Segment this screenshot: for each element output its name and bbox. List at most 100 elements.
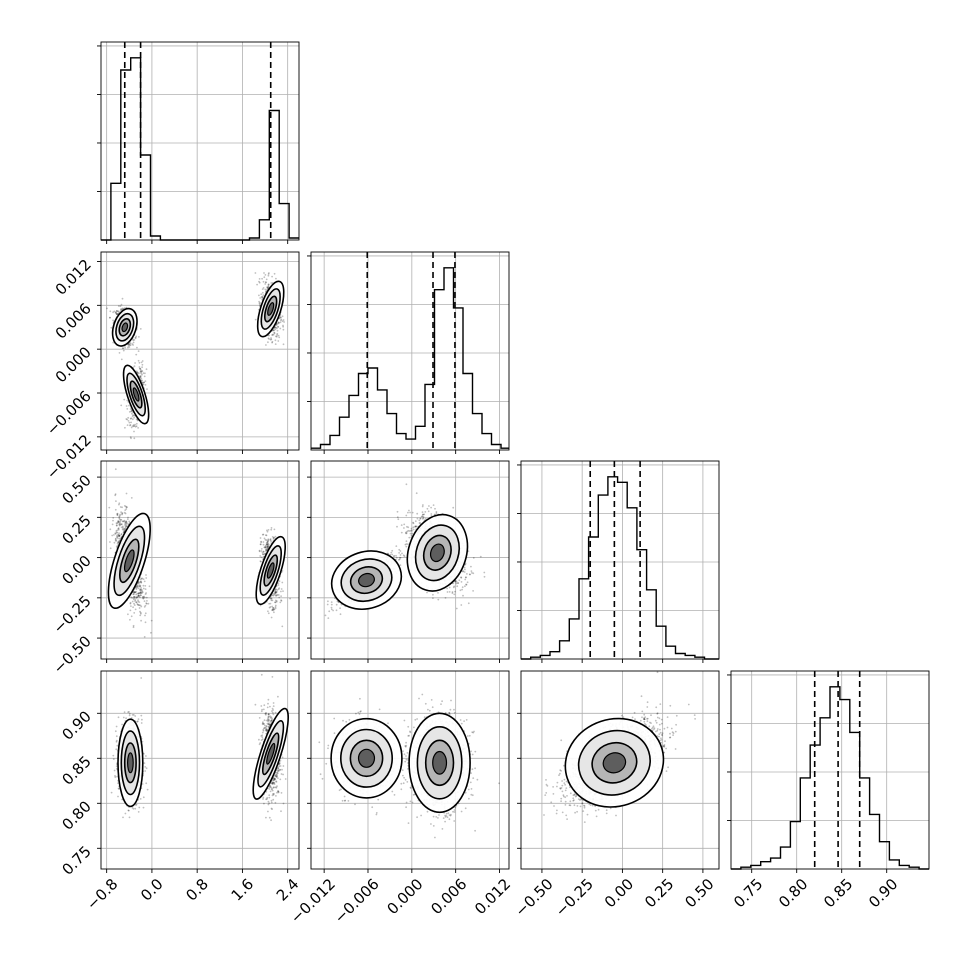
sample-point: [139, 591, 142, 594]
sample-point: [133, 414, 135, 417]
sample-point: [448, 591, 451, 593]
sample-point: [278, 317, 281, 320]
sample-point: [262, 543, 265, 546]
contour-level: [358, 572, 375, 588]
sample-point: [281, 581, 284, 584]
sample-point: [137, 584, 139, 587]
sample-point: [274, 589, 277, 592]
sample-point: [114, 508, 117, 511]
sample-point: [137, 600, 140, 603]
sample-point: [133, 612, 136, 614]
sample-point: [139, 604, 142, 607]
sample-point: [266, 286, 268, 289]
sample-point: [446, 587, 448, 590]
sample-point: [125, 418, 128, 420]
sample-point: [130, 497, 133, 499]
sample-point: [330, 603, 333, 606]
sample-point: [276, 322, 279, 325]
sample-point: [127, 345, 130, 347]
sample-point: [273, 332, 276, 335]
sample-point: [281, 315, 284, 318]
sample-point: [452, 506, 455, 509]
sample-point: [116, 514, 119, 516]
sample-point: [115, 539, 118, 542]
sample-point: [269, 538, 272, 540]
sample-point: [141, 363, 144, 366]
sample-point: [114, 533, 117, 535]
sample-point: [128, 343, 131, 346]
sample-point: [274, 339, 277, 342]
sample-point: [138, 585, 141, 588]
sample-point: [139, 370, 142, 373]
sample-point: [258, 278, 261, 280]
sample-point: [117, 541, 120, 543]
sample-point: [115, 311, 117, 313]
sample-point: [116, 542, 119, 545]
sample-point: [127, 346, 129, 349]
sample-point: [268, 334, 270, 337]
sample-point: [140, 372, 143, 375]
sample-point: [125, 525, 128, 528]
sample-point: [128, 411, 131, 413]
sample-point: [116, 313, 118, 315]
sample-point: [390, 551, 393, 554]
sample-point: [267, 539, 270, 542]
sample-point: [140, 612, 142, 615]
sample-point: [126, 424, 129, 426]
sample-point: [135, 596, 138, 599]
sample-point: [122, 529, 125, 532]
sample-point: [120, 308, 122, 310]
sample-point: [123, 528, 126, 530]
sample-point: [125, 520, 127, 523]
sample-point: [278, 322, 280, 324]
sample-point: [133, 596, 135, 598]
sample-point: [117, 534, 120, 537]
sample-point: [141, 379, 143, 382]
sample-point: [262, 280, 265, 283]
sample-point: [270, 599, 273, 602]
sample-point: [124, 523, 126, 526]
sample-point: [256, 283, 258, 286]
sample-point: [276, 593, 279, 596]
sample-point: [277, 582, 280, 584]
sample-point: [270, 338, 273, 341]
sample-point: [139, 367, 141, 370]
sample-point: [267, 543, 270, 546]
sample-point: [401, 552, 403, 555]
sample-point: [139, 376, 142, 379]
sample-point: [262, 555, 265, 558]
sample-point: [117, 533, 119, 536]
sample-point: [400, 531, 403, 534]
sample-point: [273, 608, 275, 611]
sample-point: [407, 543, 409, 545]
sample-point: [266, 545, 269, 548]
sample-point: [136, 585, 139, 588]
sample-point: [121, 525, 124, 528]
sample-point: [258, 300, 260, 303]
sample-point: [269, 338, 272, 341]
sample-point: [131, 410, 133, 413]
sample-point: [118, 518, 121, 520]
sample-point: [123, 505, 126, 507]
sample-point: [150, 631, 152, 634]
sample-point: [258, 550, 261, 553]
sample-point: [121, 513, 123, 516]
sample-point: [126, 525, 128, 527]
sample-point: [271, 536, 274, 538]
sample-point: [120, 533, 123, 536]
sample-point: [119, 305, 122, 308]
sample-point: [143, 606, 146, 608]
sample-point: [260, 550, 263, 552]
sample-point: [109, 547, 112, 550]
sample-point: [133, 425, 136, 427]
sample-point: [134, 599, 137, 601]
sample-point: [405, 532, 407, 535]
density-contours: [107, 512, 151, 609]
sample-point: [266, 543, 269, 546]
sample-point: [277, 340, 280, 342]
sample-point: [140, 580, 142, 583]
sample-point: [399, 554, 402, 556]
sample-point: [270, 616, 273, 619]
sample-point: [117, 305, 120, 307]
sample-point: [117, 527, 120, 530]
